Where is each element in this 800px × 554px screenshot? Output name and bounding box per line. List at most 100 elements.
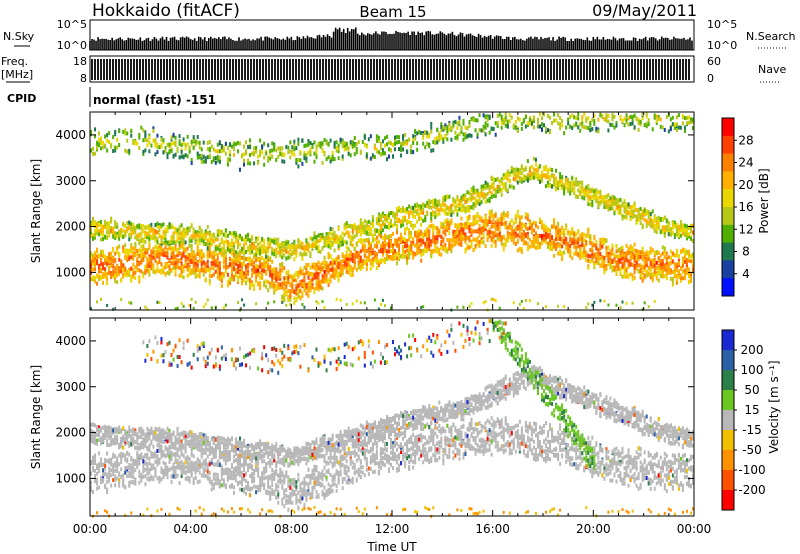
power-cell xyxy=(236,255,239,260)
power-cell xyxy=(514,213,517,218)
power-cell xyxy=(335,256,338,261)
power-cell xyxy=(345,260,348,265)
power-cell xyxy=(526,217,529,222)
power-cell xyxy=(543,123,545,128)
power-cell xyxy=(454,130,457,135)
power-cell xyxy=(247,232,250,237)
power-cell xyxy=(311,243,314,248)
power-cell xyxy=(522,241,525,246)
power-cell xyxy=(383,151,386,156)
power-cell xyxy=(402,147,405,152)
power-cell xyxy=(106,271,109,276)
power-cell xyxy=(434,198,437,203)
nsky-panel: N.Sky 10^5 10^0 10^5 10^0 N.Search xyxy=(3,18,796,52)
power-cell xyxy=(345,303,348,307)
power-cell xyxy=(335,145,338,150)
power-cell xyxy=(400,141,403,146)
power-cell xyxy=(273,239,276,244)
power-cell xyxy=(305,143,308,148)
power-cell xyxy=(132,222,135,227)
power-cell xyxy=(484,185,487,190)
power-cell xyxy=(269,264,272,269)
power-cell xyxy=(438,247,441,252)
power-cell xyxy=(444,135,447,140)
power-cell xyxy=(333,234,336,239)
power-cell xyxy=(208,238,211,243)
power-cell xyxy=(498,229,501,234)
power-cell xyxy=(271,141,274,146)
power-cell xyxy=(410,149,413,154)
power-cell xyxy=(387,242,390,247)
power-cell xyxy=(442,239,445,244)
power-cell xyxy=(234,259,237,264)
power-cell xyxy=(498,217,501,222)
power-cell xyxy=(500,221,503,226)
power-cell xyxy=(420,205,423,210)
power-cell xyxy=(122,245,125,250)
power-cell xyxy=(132,226,135,231)
power-cell xyxy=(383,257,386,262)
power-cell xyxy=(313,231,316,236)
power-cell xyxy=(190,297,193,301)
power-cell xyxy=(190,161,193,166)
power-cell xyxy=(331,154,334,159)
power-cell xyxy=(532,244,535,249)
power-cell xyxy=(396,256,399,261)
power-cell xyxy=(343,265,346,270)
power-cell xyxy=(452,124,455,129)
power-cell xyxy=(466,133,469,138)
power-cell xyxy=(269,151,272,156)
power-cell xyxy=(200,153,203,158)
power-cell xyxy=(230,273,233,278)
power-cell xyxy=(510,184,513,189)
power-cell xyxy=(494,121,497,126)
power-cell xyxy=(220,275,223,280)
power-cell xyxy=(104,254,107,259)
power-cell xyxy=(247,256,250,261)
power-cell xyxy=(216,237,219,242)
power-cell xyxy=(458,242,461,247)
power-cell xyxy=(287,250,290,255)
power-cell xyxy=(281,153,284,158)
power-cell xyxy=(347,257,350,262)
power-cell xyxy=(245,275,248,280)
power-cell xyxy=(132,230,135,235)
power-cell xyxy=(532,125,535,130)
power-cell xyxy=(174,152,177,157)
power-cell xyxy=(385,249,388,254)
power-cell xyxy=(377,259,380,264)
power-cell xyxy=(210,306,213,310)
power-cell xyxy=(210,159,213,164)
power-cell xyxy=(92,151,95,156)
power-cell xyxy=(452,202,455,207)
power-cell xyxy=(466,246,469,251)
power-cell xyxy=(130,226,133,231)
power-cell xyxy=(194,139,197,144)
power-cell xyxy=(218,149,221,154)
power-cell xyxy=(343,261,346,266)
power-cell xyxy=(100,146,103,151)
power-cell xyxy=(476,118,479,123)
power-cell xyxy=(335,260,338,265)
power-cell xyxy=(307,271,310,276)
power-cell xyxy=(536,242,539,247)
power-cell xyxy=(363,142,366,147)
power-cell xyxy=(132,268,135,273)
power-cell xyxy=(406,238,409,243)
power-cell xyxy=(293,239,296,244)
power-cell xyxy=(321,233,324,238)
power-cell xyxy=(502,221,505,226)
power-cell xyxy=(222,232,225,237)
power-cell xyxy=(160,271,163,276)
power-cell xyxy=(148,135,151,140)
power-cell xyxy=(190,234,193,239)
power-cell xyxy=(321,261,324,266)
power-cell xyxy=(422,131,425,136)
power-cell xyxy=(416,238,419,243)
power-cell xyxy=(112,234,115,239)
power-cell xyxy=(367,137,370,142)
power-cell xyxy=(90,263,92,268)
power-cell xyxy=(432,234,435,239)
power-cell xyxy=(253,287,256,292)
power-cell xyxy=(315,237,318,242)
